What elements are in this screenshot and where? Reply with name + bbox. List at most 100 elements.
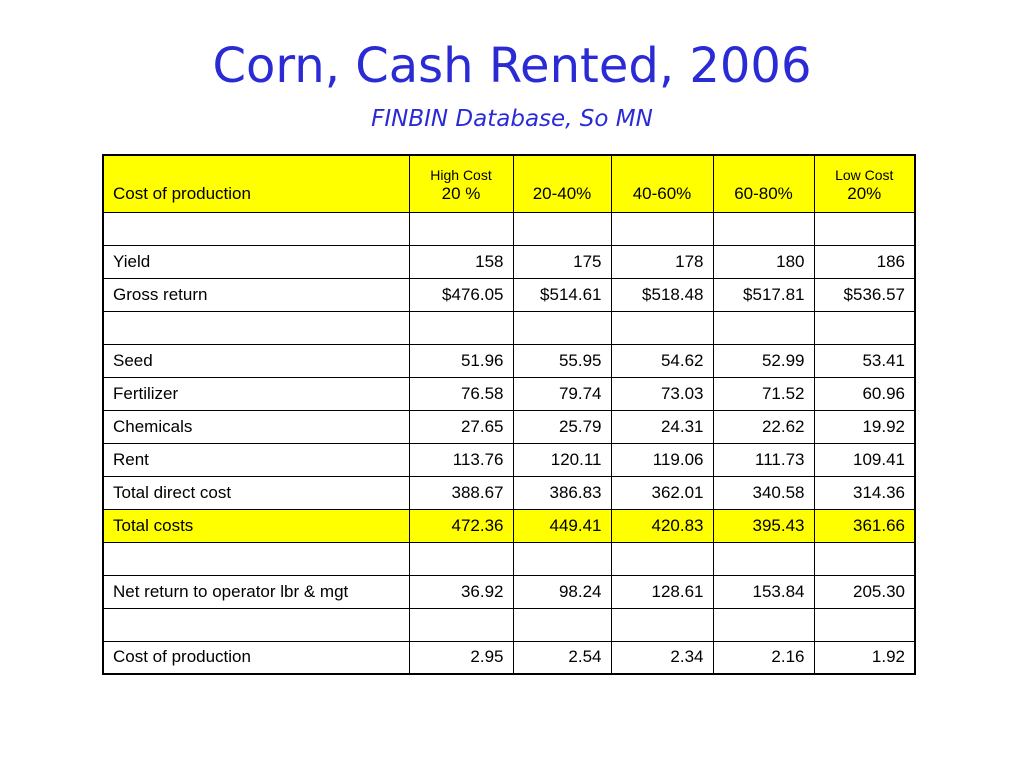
row-value: $517.81 bbox=[712, 277, 815, 312]
row-value: 395.43 bbox=[712, 508, 815, 543]
row-value: 60.96 bbox=[813, 376, 916, 411]
header-col-low-cost-top: Low Cost bbox=[835, 166, 894, 183]
row-label: Net return to operator lbr & mgt bbox=[102, 574, 410, 609]
row-value: 120.11 bbox=[512, 442, 612, 477]
row-value: 2.95 bbox=[408, 640, 514, 675]
row-value: 340.58 bbox=[712, 475, 815, 510]
row-label: Seed bbox=[102, 343, 410, 378]
header-col-40-60: 40-60% bbox=[610, 154, 714, 213]
row-value: 55.95 bbox=[512, 343, 612, 378]
table-row: Chemicals 27.65 25.79 24.31 22.62 19.92 bbox=[102, 409, 916, 444]
row-value: 113.76 bbox=[408, 442, 514, 477]
header-col-60-80: 60-80% bbox=[712, 154, 815, 213]
row-value: 205.30 bbox=[813, 574, 916, 609]
row-value: 362.01 bbox=[610, 475, 714, 510]
row-value: 52.99 bbox=[712, 343, 815, 378]
row-label bbox=[102, 211, 410, 246]
row-value bbox=[408, 310, 514, 345]
row-value: 472.36 bbox=[408, 508, 514, 543]
row-value: 449.41 bbox=[512, 508, 612, 543]
row-value: 53.41 bbox=[813, 343, 916, 378]
row-value: 25.79 bbox=[512, 409, 612, 444]
row-value bbox=[813, 541, 916, 576]
row-value: 22.62 bbox=[712, 409, 815, 444]
table-row bbox=[102, 211, 916, 246]
cost-table-body: Cost of production High Cost 20 % 20-40%… bbox=[102, 154, 916, 675]
header-col-high-cost: High Cost 20 % bbox=[408, 154, 514, 213]
row-value: 2.16 bbox=[712, 640, 815, 675]
row-value: 27.65 bbox=[408, 409, 514, 444]
row-value bbox=[712, 607, 815, 642]
row-value: 2.34 bbox=[610, 640, 714, 675]
row-label: Total direct cost bbox=[102, 475, 410, 510]
table-header-row: Cost of production High Cost 20 % 20-40%… bbox=[102, 154, 916, 213]
row-value: 76.58 bbox=[408, 376, 514, 411]
slide-subtitle: FINBIN Database, So MN bbox=[371, 106, 653, 132]
row-value bbox=[712, 211, 815, 246]
row-value: 2.54 bbox=[512, 640, 612, 675]
table-row bbox=[102, 310, 916, 345]
table-row: Cost of production 2.95 2.54 2.34 2.16 1.92 bbox=[102, 640, 916, 675]
row-value bbox=[610, 541, 714, 576]
table-row: Yield 158 175 178 180 186 bbox=[102, 244, 916, 279]
row-label: Cost of production bbox=[102, 640, 410, 675]
row-value: 51.96 bbox=[408, 343, 514, 378]
table-row: Rent 113.76 120.11 119.06 111.73 109.41 bbox=[102, 442, 916, 477]
table-row bbox=[102, 607, 916, 642]
row-value: 36.92 bbox=[408, 574, 514, 609]
row-value: 186 bbox=[813, 244, 916, 279]
row-value bbox=[813, 211, 916, 246]
row-value: 19.92 bbox=[813, 409, 916, 444]
slide-title: Corn, Cash Rented, 2006 bbox=[212, 38, 812, 94]
row-value: 153.84 bbox=[712, 574, 815, 609]
row-value: 71.52 bbox=[712, 376, 815, 411]
row-value bbox=[813, 607, 916, 642]
row-value: 54.62 bbox=[610, 343, 714, 378]
row-value bbox=[512, 607, 612, 642]
cost-table: Cost of production High Cost 20 % 20-40%… bbox=[102, 154, 916, 675]
row-value bbox=[610, 211, 714, 246]
table-row: Total direct cost 388.67 386.83 362.01 340.5… bbox=[102, 475, 916, 510]
row-value bbox=[408, 541, 514, 576]
row-value bbox=[512, 211, 612, 246]
table-row: Total costs 472.36 449.41 420.83 395.43 361.6… bbox=[102, 508, 916, 543]
row-value: 128.61 bbox=[610, 574, 714, 609]
table-row: Gross return $476.05 $514.61 $518.48 $517.81… bbox=[102, 277, 916, 312]
row-value: 1.92 bbox=[813, 640, 916, 675]
row-value: 79.74 bbox=[512, 376, 612, 411]
row-label: Chemicals bbox=[102, 409, 410, 444]
row-label: Fertilizer bbox=[102, 376, 410, 411]
row-value: 180 bbox=[712, 244, 815, 279]
row-value bbox=[712, 310, 815, 345]
row-value bbox=[712, 541, 815, 576]
row-value: 388.67 bbox=[408, 475, 514, 510]
row-label bbox=[102, 541, 410, 576]
row-value bbox=[610, 607, 714, 642]
header-col-high-cost-top: High Cost bbox=[430, 166, 492, 183]
row-value: 314.36 bbox=[813, 475, 916, 510]
row-value bbox=[408, 607, 514, 642]
row-value: 158 bbox=[408, 244, 514, 279]
row-value bbox=[512, 310, 612, 345]
table-row: Fertilizer 76.58 79.74 73.03 71.52 60.96 bbox=[102, 376, 916, 411]
row-value: 98.24 bbox=[512, 574, 612, 609]
row-value: 109.41 bbox=[813, 442, 916, 477]
row-label: Rent bbox=[102, 442, 410, 477]
row-label: Yield bbox=[102, 244, 410, 279]
row-value: 361.66 bbox=[813, 508, 916, 543]
row-value: 73.03 bbox=[610, 376, 714, 411]
row-value: $518.48 bbox=[610, 277, 714, 312]
row-value: $514.61 bbox=[512, 277, 612, 312]
row-label: Total costs bbox=[102, 508, 410, 543]
row-value: 24.31 bbox=[610, 409, 714, 444]
row-value bbox=[813, 310, 916, 345]
row-value bbox=[610, 310, 714, 345]
row-value: $536.57 bbox=[813, 277, 916, 312]
header-label: Cost of production bbox=[102, 154, 410, 213]
table-row bbox=[102, 541, 916, 576]
header-col-20-40: 20-40% bbox=[512, 154, 612, 213]
row-value bbox=[512, 541, 612, 576]
row-value: 119.06 bbox=[610, 442, 714, 477]
row-label: Gross return bbox=[102, 277, 410, 312]
row-value bbox=[408, 211, 514, 246]
